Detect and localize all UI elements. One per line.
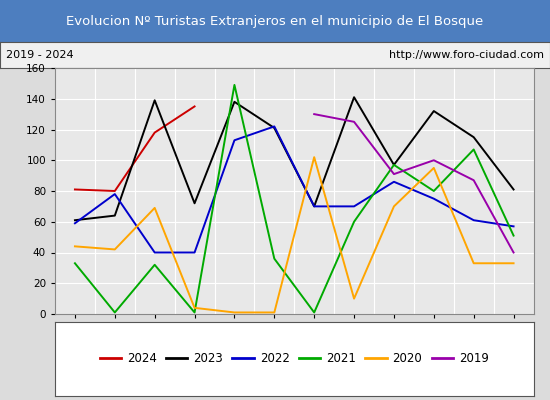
Legend: 2024, 2023, 2022, 2021, 2020, 2019: 2024, 2023, 2022, 2021, 2020, 2019 xyxy=(95,348,493,370)
Text: http://www.foro-ciudad.com: http://www.foro-ciudad.com xyxy=(389,50,544,60)
Text: 2019 - 2024: 2019 - 2024 xyxy=(6,50,73,60)
Text: Evolucion Nº Turistas Extranjeros en el municipio de El Bosque: Evolucion Nº Turistas Extranjeros en el … xyxy=(67,14,483,28)
